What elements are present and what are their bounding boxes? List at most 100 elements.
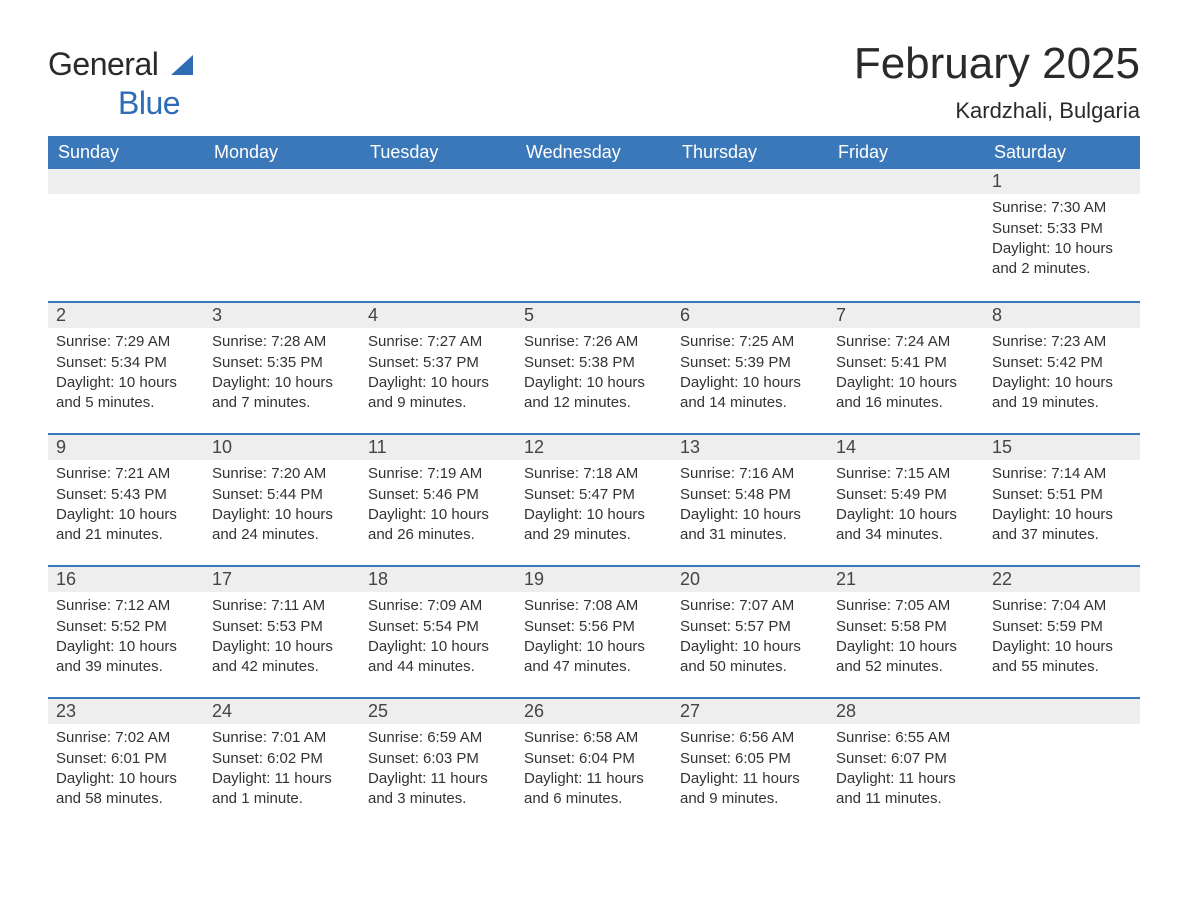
daylight-text: Daylight: 10 hours and 47 minutes.: [524, 637, 664, 678]
logo-word2: Blue: [118, 85, 180, 121]
daylight-text: Daylight: 10 hours and 58 minutes.: [56, 769, 196, 810]
calendar-day: 26Sunrise: 6:58 AMSunset: 6:04 PMDayligh…: [516, 697, 672, 829]
calendar-day: 14Sunrise: 7:15 AMSunset: 5:49 PMDayligh…: [828, 433, 984, 565]
day-details: Sunrise: 7:05 AMSunset: 5:58 PMDaylight:…: [828, 592, 984, 683]
daylight-text: Daylight: 11 hours and 6 minutes.: [524, 769, 664, 810]
day-number: 9: [48, 433, 204, 460]
sunrise-text: Sunrise: 7:09 AM: [368, 596, 508, 616]
sunrise-text: Sunrise: 7:20 AM: [212, 464, 352, 484]
calendar-day: 27Sunrise: 6:56 AMSunset: 6:05 PMDayligh…: [672, 697, 828, 829]
sunset-text: Sunset: 5:48 PM: [680, 485, 820, 505]
sunset-text: Sunset: 5:44 PM: [212, 485, 352, 505]
calendar-day: 12Sunrise: 7:18 AMSunset: 5:47 PMDayligh…: [516, 433, 672, 565]
calendar-day: 16Sunrise: 7:12 AMSunset: 5:52 PMDayligh…: [48, 565, 204, 697]
day-number: 12: [516, 433, 672, 460]
sunset-text: Sunset: 6:03 PM: [368, 749, 508, 769]
sunset-text: Sunset: 5:42 PM: [992, 353, 1132, 373]
day-number: 11: [360, 433, 516, 460]
daylight-text: Daylight: 10 hours and 50 minutes.: [680, 637, 820, 678]
calendar-day: 17Sunrise: 7:11 AMSunset: 5:53 PMDayligh…: [204, 565, 360, 697]
day-number: [48, 169, 204, 194]
calendar-week: 16Sunrise: 7:12 AMSunset: 5:52 PMDayligh…: [48, 565, 1140, 697]
sunset-text: Sunset: 5:54 PM: [368, 617, 508, 637]
day-number: 28: [828, 697, 984, 724]
day-details: [360, 194, 516, 204]
day-number: [360, 169, 516, 194]
calendar-day: 15Sunrise: 7:14 AMSunset: 5:51 PMDayligh…: [984, 433, 1140, 565]
day-number: [672, 169, 828, 194]
day-details: Sunrise: 7:26 AMSunset: 5:38 PMDaylight:…: [516, 328, 672, 419]
day-number: 6: [672, 301, 828, 328]
daylight-text: Daylight: 10 hours and 37 minutes.: [992, 505, 1132, 546]
sunrise-text: Sunrise: 7:02 AM: [56, 728, 196, 748]
day-number: 25: [360, 697, 516, 724]
sunset-text: Sunset: 5:43 PM: [56, 485, 196, 505]
calendar-day: 8Sunrise: 7:23 AMSunset: 5:42 PMDaylight…: [984, 301, 1140, 433]
calendar-day: 7Sunrise: 7:24 AMSunset: 5:41 PMDaylight…: [828, 301, 984, 433]
day-header: Tuesday: [360, 136, 516, 169]
day-number: [984, 697, 1140, 724]
day-details: Sunrise: 7:14 AMSunset: 5:51 PMDaylight:…: [984, 460, 1140, 551]
calendar-day: 2Sunrise: 7:29 AMSunset: 5:34 PMDaylight…: [48, 301, 204, 433]
day-header: Friday: [828, 136, 984, 169]
day-details: [48, 194, 204, 204]
calendar-week: 1Sunrise: 7:30 AMSunset: 5:33 PMDaylight…: [48, 169, 1140, 301]
day-details: Sunrise: 7:04 AMSunset: 5:59 PMDaylight:…: [984, 592, 1140, 683]
calendar-week: 23Sunrise: 7:02 AMSunset: 6:01 PMDayligh…: [48, 697, 1140, 829]
day-details: Sunrise: 7:23 AMSunset: 5:42 PMDaylight:…: [984, 328, 1140, 419]
day-details: Sunrise: 7:20 AMSunset: 5:44 PMDaylight:…: [204, 460, 360, 551]
day-number: 24: [204, 697, 360, 724]
sunrise-text: Sunrise: 7:26 AM: [524, 332, 664, 352]
day-number: 10: [204, 433, 360, 460]
calendar-day: 4Sunrise: 7:27 AMSunset: 5:37 PMDaylight…: [360, 301, 516, 433]
day-number: 17: [204, 565, 360, 592]
day-number: 2: [48, 301, 204, 328]
day-number: 23: [48, 697, 204, 724]
daylight-text: Daylight: 10 hours and 14 minutes.: [680, 373, 820, 414]
day-number: 20: [672, 565, 828, 592]
sunset-text: Sunset: 6:01 PM: [56, 749, 196, 769]
day-number: 27: [672, 697, 828, 724]
calendar-day-empty: [204, 169, 360, 301]
calendar-day-empty: [360, 169, 516, 301]
calendar-day: 10Sunrise: 7:20 AMSunset: 5:44 PMDayligh…: [204, 433, 360, 565]
day-details: Sunrise: 7:25 AMSunset: 5:39 PMDaylight:…: [672, 328, 828, 419]
sunrise-text: Sunrise: 7:25 AM: [680, 332, 820, 352]
daylight-text: Daylight: 10 hours and 26 minutes.: [368, 505, 508, 546]
day-number: 4: [360, 301, 516, 328]
calendar-day: 3Sunrise: 7:28 AMSunset: 5:35 PMDaylight…: [204, 301, 360, 433]
calendar-day: 24Sunrise: 7:01 AMSunset: 6:02 PMDayligh…: [204, 697, 360, 829]
sunset-text: Sunset: 5:46 PM: [368, 485, 508, 505]
sunset-text: Sunset: 6:05 PM: [680, 749, 820, 769]
logo-sail-icon: [171, 48, 199, 85]
daylight-text: Daylight: 10 hours and 31 minutes.: [680, 505, 820, 546]
daylight-text: Daylight: 10 hours and 7 minutes.: [212, 373, 352, 414]
day-header: Thursday: [672, 136, 828, 169]
day-header: Monday: [204, 136, 360, 169]
sunset-text: Sunset: 5:58 PM: [836, 617, 976, 637]
day-details: [828, 194, 984, 204]
day-details: Sunrise: 7:01 AMSunset: 6:02 PMDaylight:…: [204, 724, 360, 815]
document-header: General Blue February 2025 Kardzhali, Bu…: [48, 40, 1140, 124]
sunset-text: Sunset: 5:52 PM: [56, 617, 196, 637]
sunset-text: Sunset: 5:34 PM: [56, 353, 196, 373]
sunrise-text: Sunrise: 7:21 AM: [56, 464, 196, 484]
day-number: [828, 169, 984, 194]
day-details: Sunrise: 7:18 AMSunset: 5:47 PMDaylight:…: [516, 460, 672, 551]
calendar-table: SundayMondayTuesdayWednesdayThursdayFrid…: [48, 136, 1140, 829]
day-details: Sunrise: 7:02 AMSunset: 6:01 PMDaylight:…: [48, 724, 204, 815]
daylight-text: Daylight: 10 hours and 24 minutes.: [212, 505, 352, 546]
daylight-text: Daylight: 10 hours and 42 minutes.: [212, 637, 352, 678]
sunrise-text: Sunrise: 7:04 AM: [992, 596, 1132, 616]
day-number: 26: [516, 697, 672, 724]
sunset-text: Sunset: 5:53 PM: [212, 617, 352, 637]
sunrise-text: Sunrise: 7:18 AM: [524, 464, 664, 484]
daylight-text: Daylight: 10 hours and 5 minutes.: [56, 373, 196, 414]
calendar-day-empty: [672, 169, 828, 301]
daylight-text: Daylight: 10 hours and 2 minutes.: [992, 239, 1132, 280]
day-number: 21: [828, 565, 984, 592]
day-details: Sunrise: 6:59 AMSunset: 6:03 PMDaylight:…: [360, 724, 516, 815]
logo-word1: General: [48, 46, 158, 82]
calendar-day: 25Sunrise: 6:59 AMSunset: 6:03 PMDayligh…: [360, 697, 516, 829]
daylight-text: Daylight: 11 hours and 11 minutes.: [836, 769, 976, 810]
